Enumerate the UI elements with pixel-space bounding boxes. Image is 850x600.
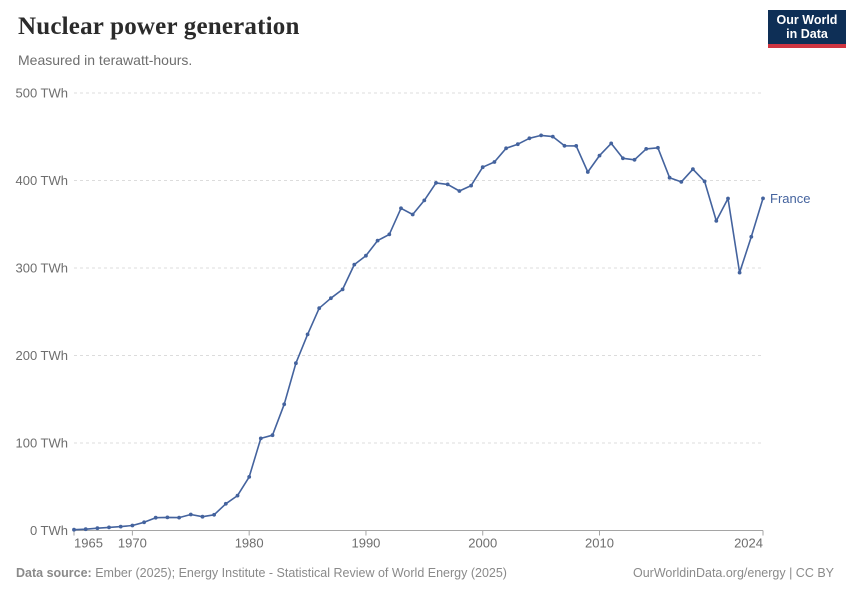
data-point bbox=[737, 270, 742, 275]
license-note: OurWorldinData.org/energy | CC BY bbox=[632, 566, 834, 580]
data-point bbox=[574, 144, 579, 148]
data-point bbox=[305, 332, 310, 337]
series-label-france: France bbox=[770, 191, 810, 206]
series-markers bbox=[72, 133, 765, 532]
data-point bbox=[247, 475, 252, 479]
data-point bbox=[714, 219, 719, 223]
x-axis-label: 2024 bbox=[734, 536, 763, 551]
data-source: Data source: Ember (2025); Energy Instit… bbox=[16, 566, 507, 580]
series-line-france bbox=[73, 134, 764, 531]
logo-line-2: in Data bbox=[786, 27, 828, 41]
y-axis-label: 400 TWh bbox=[15, 173, 68, 188]
data-point bbox=[527, 136, 532, 141]
y-axis-label: 500 TWh bbox=[15, 86, 68, 101]
data-source-text: Ember (2025); Energy Institute - Statist… bbox=[91, 566, 507, 580]
data-point bbox=[95, 526, 100, 531]
data-point bbox=[445, 182, 450, 187]
line-chart: 0 TWh 100 TWh 200 TWh 300 TWh 400 TWh 500 TWh… bbox=[15, 86, 810, 551]
data-point bbox=[142, 520, 147, 525]
data-point bbox=[644, 147, 649, 151]
x-axis bbox=[73, 530, 764, 536]
data-point bbox=[72, 527, 76, 532]
data-point bbox=[317, 306, 322, 311]
data-point bbox=[340, 287, 345, 292]
data-point bbox=[726, 196, 730, 201]
data-point bbox=[749, 234, 754, 239]
data-point bbox=[165, 515, 170, 520]
x-axis-label: 2000 bbox=[468, 536, 497, 551]
logo-line-1: Our World bbox=[776, 12, 838, 27]
owid-logo: Our World in Data bbox=[768, 10, 846, 48]
data-point bbox=[585, 170, 590, 174]
data-point bbox=[399, 206, 403, 211]
gridlines bbox=[74, 92, 763, 444]
data-point bbox=[515, 142, 520, 147]
data-point bbox=[597, 153, 602, 158]
chart-subtitle: Measured in terawatt-hours. bbox=[18, 52, 193, 68]
data-point bbox=[691, 167, 695, 172]
data-point bbox=[282, 402, 287, 407]
x-axis-label: 1970 bbox=[118, 536, 147, 551]
data-point bbox=[188, 512, 193, 517]
data-point bbox=[632, 157, 637, 162]
y-axis-labels: 0 TWh 100 TWh 200 TWh 300 TWh 400 TWh 500 TWh bbox=[15, 86, 68, 539]
data-point bbox=[130, 523, 135, 528]
data-point bbox=[270, 433, 275, 438]
data-point bbox=[364, 253, 368, 258]
x-axis-label: 1980 bbox=[235, 536, 264, 551]
data-point bbox=[480, 165, 485, 170]
data-point bbox=[177, 515, 182, 520]
data-point bbox=[223, 501, 228, 506]
data-point bbox=[609, 141, 614, 146]
data-point bbox=[387, 232, 392, 237]
data-point bbox=[504, 146, 508, 151]
data-point bbox=[258, 436, 263, 441]
data-point bbox=[761, 196, 765, 201]
data-source-label: Data source: bbox=[16, 566, 92, 580]
data-point bbox=[562, 143, 567, 148]
data-point bbox=[434, 181, 438, 185]
data-point bbox=[492, 160, 497, 164]
data-point bbox=[422, 198, 427, 203]
data-point bbox=[621, 156, 625, 161]
data-point bbox=[200, 514, 205, 519]
x-axis-label: 1965 bbox=[74, 536, 103, 551]
data-point bbox=[469, 183, 473, 188]
data-point bbox=[679, 180, 684, 184]
x-axis-labels: 1965 1970 1980 1990 2000 2010 2024 bbox=[74, 536, 763, 551]
data-point bbox=[107, 525, 111, 530]
data-point bbox=[539, 133, 543, 138]
data-point bbox=[352, 262, 357, 267]
x-axis-label: 1990 bbox=[351, 536, 380, 551]
data-point bbox=[656, 145, 660, 150]
data-point bbox=[235, 493, 240, 498]
page-title: Nuclear power generation bbox=[18, 13, 300, 40]
data-point bbox=[550, 134, 555, 139]
data-point bbox=[329, 296, 333, 301]
data-point bbox=[375, 238, 380, 243]
x-axis-label: 2010 bbox=[585, 536, 614, 551]
y-axis-label: 300 TWh bbox=[15, 261, 68, 276]
data-point bbox=[702, 179, 707, 184]
data-point bbox=[667, 175, 672, 180]
data-point bbox=[83, 527, 88, 532]
data-point bbox=[153, 515, 158, 520]
data-point bbox=[457, 189, 462, 193]
y-axis-label: 100 TWh bbox=[15, 436, 68, 451]
y-axis-label: 200 TWh bbox=[15, 348, 68, 363]
data-point bbox=[118, 524, 123, 529]
data-point bbox=[410, 212, 415, 217]
data-point bbox=[294, 361, 298, 366]
chart-footer: Data source: Ember (2025); Energy Instit… bbox=[16, 566, 834, 580]
data-point bbox=[212, 512, 217, 517]
y-axis-label: 0 TWh bbox=[30, 523, 68, 538]
